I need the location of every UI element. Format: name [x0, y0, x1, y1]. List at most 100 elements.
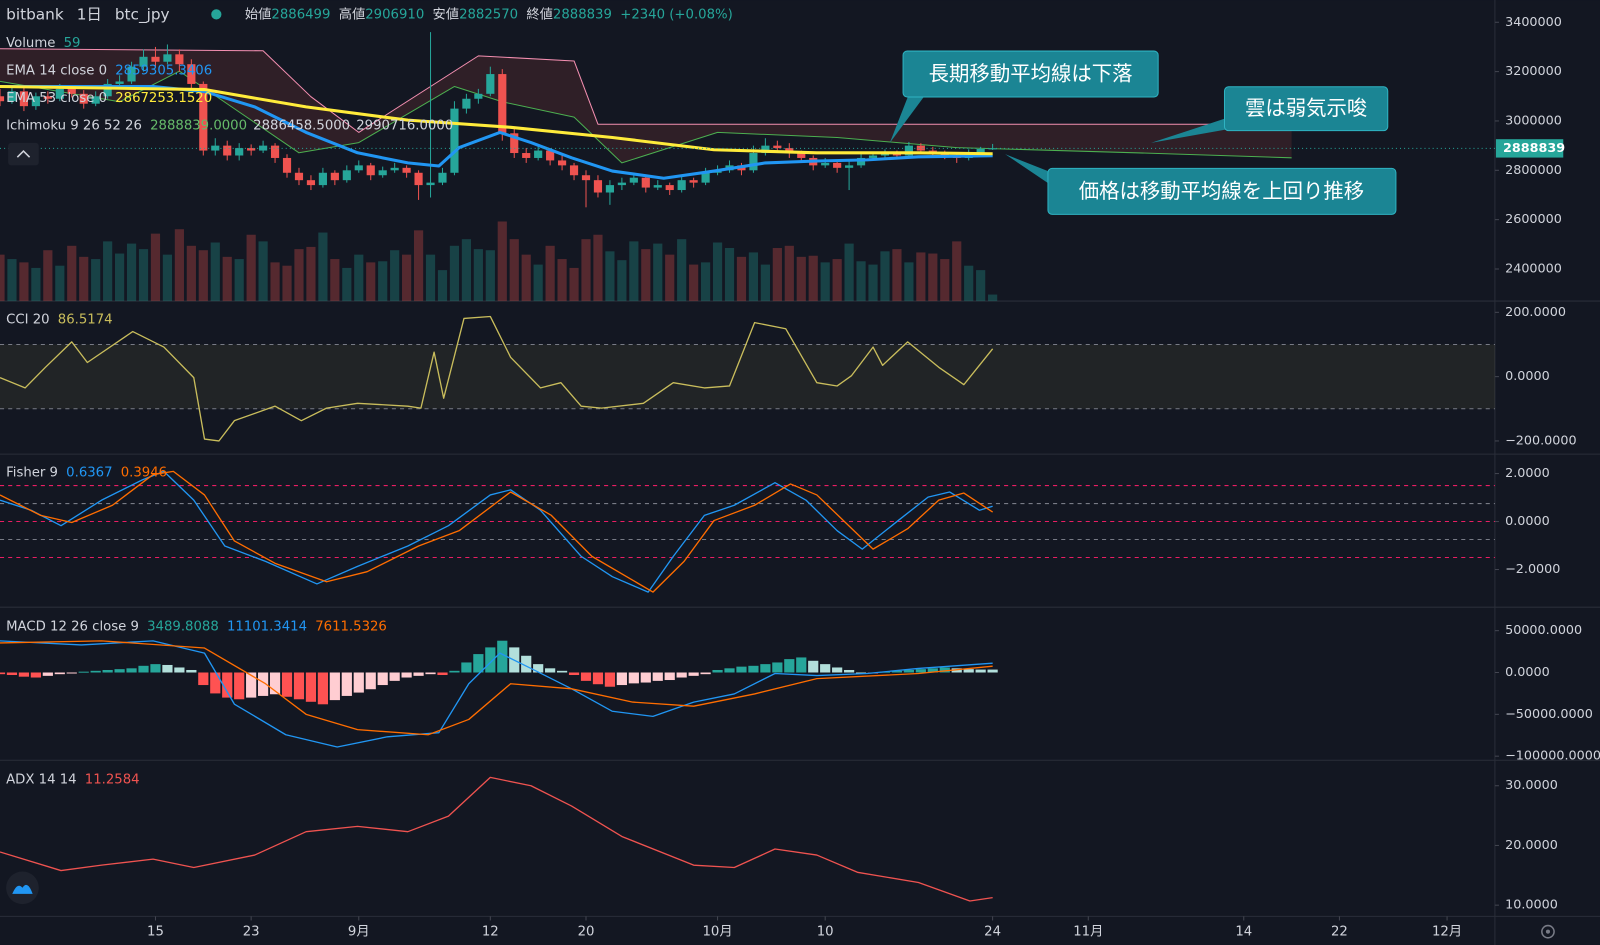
histogram-bar — [688, 672, 699, 676]
candle-body — [402, 167, 411, 173]
settings-button[interactable] — [1541, 924, 1555, 939]
volume-bar — [701, 262, 711, 302]
histogram-bar — [497, 640, 508, 673]
candle-body — [354, 165, 363, 171]
volume-bar — [497, 221, 507, 302]
legend-readout: 86.5174 — [58, 312, 113, 327]
histogram-bar — [30, 672, 41, 678]
candle-body — [378, 170, 387, 176]
legend-ichimoku: Ichimoku 9 26 52 26 2888839.0000 2886458.5… — [6, 119, 453, 134]
x-tick-label: 12月 — [1432, 925, 1462, 940]
annotation-box — [1047, 167, 1397, 215]
candle-body — [175, 54, 184, 65]
histogram-bar — [210, 672, 221, 694]
candle-body — [247, 148, 256, 151]
ichimoku-span-b — [0, 48, 1292, 133]
candle-body — [223, 145, 232, 156]
candle-body — [67, 88, 76, 94]
volume-bar — [0, 254, 5, 302]
legend-readout: 11.2584 — [85, 773, 140, 788]
high-value: 2906910 — [365, 7, 424, 22]
volume-bar — [126, 243, 137, 302]
candle-body — [665, 185, 674, 191]
candle-body — [462, 98, 471, 109]
histogram-bar — [556, 670, 568, 673]
button-bg[interactable] — [8, 142, 39, 166]
header: bitbank 1日 btc_jpy — [6, 5, 169, 24]
volume-bar — [270, 262, 280, 302]
logo-shape[interactable] — [12, 884, 33, 894]
high-label: 高値 — [339, 5, 366, 22]
volume-bar — [246, 234, 256, 302]
volume-bar — [449, 245, 460, 302]
volume-bar — [294, 249, 304, 302]
volume-bar — [677, 239, 687, 302]
candle-body — [103, 83, 112, 97]
volume-bar — [940, 259, 950, 302]
y-tick-label: −200.0000 — [1505, 433, 1577, 448]
candle-body — [43, 96, 52, 99]
candle-body — [856, 157, 866, 166]
legend-name: ADX 14 14 — [6, 773, 77, 788]
x-tick-label: 10月 — [702, 925, 732, 940]
histogram-bar — [700, 672, 711, 675]
volume-bar — [150, 233, 161, 302]
histogram-bar — [568, 672, 580, 676]
legend-ema14: EMA 14 close 0 2859305.3406 — [6, 63, 212, 78]
volume-bar — [868, 264, 878, 302]
y-tick-label: 30.0000 — [1505, 778, 1558, 793]
y-tick-label: 2800000 — [1505, 163, 1562, 178]
histogram-bar — [198, 672, 209, 686]
histogram-bar — [939, 667, 950, 673]
logo[interactable] — [6, 871, 39, 905]
histogram-bar — [975, 669, 986, 673]
volume-bar — [545, 245, 555, 302]
x-tick-label: 9月 — [348, 925, 370, 940]
volume-bar — [390, 250, 400, 302]
ohlc-readout: 始値2886499 高値2906910 安値2882570 終値2888839 … — [245, 5, 733, 22]
annotation-text: 雲は弱気示唆 — [1245, 96, 1367, 120]
annotation-text: 価格は移動平均線を上回り推移 — [1079, 179, 1364, 203]
candle-body — [151, 56, 160, 62]
y-tick-label: 3000000 — [1505, 113, 1562, 128]
gear-center[interactable] — [1545, 929, 1550, 934]
candle-body — [235, 148, 244, 156]
candle-body — [390, 167, 399, 171]
band-fill — [0, 344, 1495, 409]
histogram-bar — [891, 670, 903, 673]
histogram-bar — [580, 672, 592, 681]
gear[interactable] — [1541, 924, 1555, 939]
macd-line — [0, 640, 993, 736]
volume-bar — [91, 259, 101, 302]
volume-bar — [378, 261, 388, 302]
candle-body — [534, 150, 543, 158]
close-value: 2888839 — [553, 7, 612, 22]
y-tick-label: −100000.0000 — [1505, 749, 1600, 764]
candle-body — [833, 162, 842, 168]
x-tick-label: 22 — [1331, 925, 1348, 940]
volume-bar — [748, 252, 759, 302]
histogram-bar — [126, 668, 137, 673]
candle-body — [199, 83, 208, 151]
volume-bar — [342, 267, 352, 302]
collapse-button[interactable] — [8, 142, 39, 166]
histogram-bar — [844, 669, 855, 673]
histogram-bar — [461, 662, 472, 673]
x-tick-label: 14 — [1235, 925, 1252, 940]
legend-readout: 0.6367 — [66, 466, 112, 481]
histogram-bar — [78, 671, 89, 673]
chevron[interactable] — [16, 149, 31, 158]
candle-body — [845, 165, 854, 168]
volume-bar — [521, 254, 531, 302]
legend-readout: 2888839.0000 — [150, 119, 247, 134]
histogram-bar — [246, 672, 257, 698]
legend-readout: 3489.8088 — [147, 620, 219, 635]
ichimoku-cloud — [0, 48, 1292, 163]
status-dot — [211, 9, 222, 20]
x-tick-label: 23 — [243, 925, 260, 940]
volume-bar — [473, 249, 483, 302]
y-tick-label: 2600000 — [1505, 212, 1562, 227]
candle-body — [270, 145, 280, 158]
legend-name: CCI 20 — [6, 312, 49, 327]
